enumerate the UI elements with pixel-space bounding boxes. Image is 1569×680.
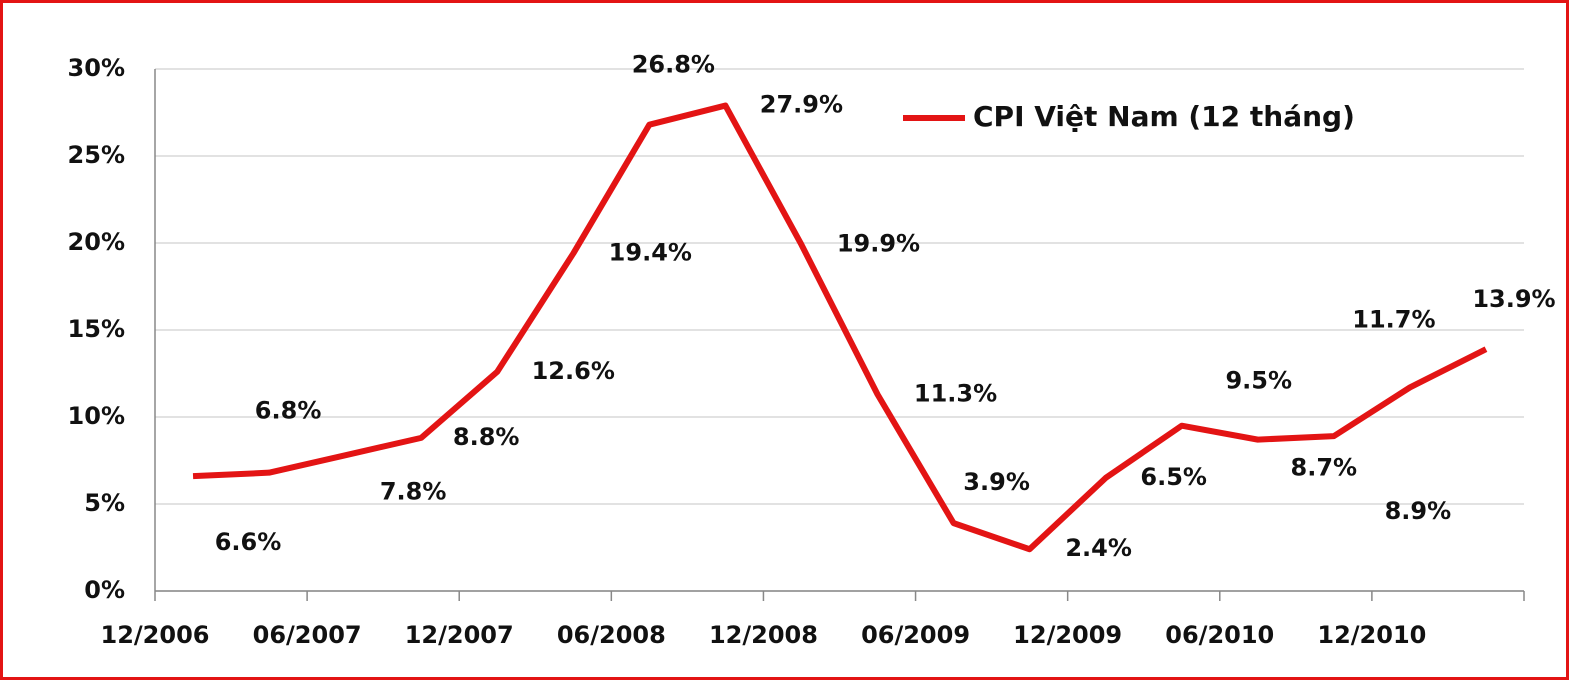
- x-tick-label: 12/2006: [101, 621, 210, 649]
- y-tick-label: 30%: [68, 54, 125, 82]
- data-label: 8.7%: [1291, 454, 1358, 482]
- data-label: 6.5%: [1140, 463, 1207, 491]
- y-tick-label: 25%: [68, 141, 125, 169]
- data-label: 2.4%: [1065, 534, 1132, 562]
- data-label: 8.8%: [453, 423, 520, 451]
- x-tick-label: 06/2010: [1165, 621, 1274, 649]
- data-label: 6.8%: [255, 397, 322, 425]
- data-label: 3.9%: [963, 468, 1030, 496]
- y-tick-label: 15%: [68, 315, 125, 343]
- data-label: 11.7%: [1352, 305, 1435, 333]
- legend-label: CPI Việt Nam (12 tháng): [973, 100, 1355, 133]
- x-tick-label: 06/2008: [557, 621, 666, 649]
- x-tick-label: 06/2007: [253, 621, 362, 649]
- x-tick-label: 12/2009: [1013, 621, 1122, 649]
- data-label: 19.9%: [837, 230, 920, 258]
- y-tick-label: 20%: [68, 228, 125, 256]
- data-label: 26.8%: [632, 51, 715, 79]
- data-label: 19.4%: [609, 238, 692, 266]
- x-tick-label: 06/2009: [861, 621, 970, 649]
- data-label: 7.8%: [380, 477, 447, 505]
- data-label: 13.9%: [1472, 285, 1555, 313]
- y-tick-label: 0%: [84, 576, 125, 604]
- data-label: 8.9%: [1385, 497, 1452, 525]
- series-line: [192, 102, 1488, 553]
- data-label: 9.5%: [1225, 367, 1292, 395]
- y-tick-label: 5%: [84, 489, 125, 517]
- y-tick-label: 10%: [68, 402, 125, 430]
- data-label: 27.9%: [760, 91, 843, 119]
- data-label: 6.6%: [215, 528, 282, 556]
- x-tick-label: 12/2008: [709, 621, 818, 649]
- data-label: 12.6%: [532, 357, 615, 385]
- x-tick-label: 12/2010: [1317, 621, 1426, 649]
- x-tick-label: 12/2007: [405, 621, 514, 649]
- data-label: 11.3%: [914, 379, 997, 407]
